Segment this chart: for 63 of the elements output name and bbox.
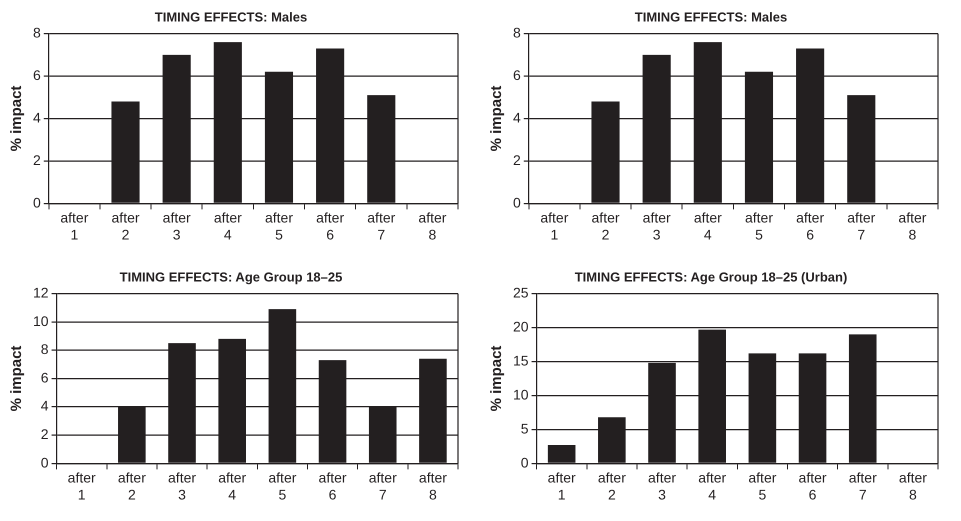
x-tick-label: after 2 bbox=[598, 470, 626, 502]
chart-title: TIMING EFFECTS: Age Group 18–25 (Urban) bbox=[574, 269, 848, 284]
x-tick-label: after 8 bbox=[418, 210, 447, 242]
y-tick-label: 6 bbox=[512, 66, 521, 83]
x-tick-label: after 5 bbox=[748, 470, 777, 502]
y-tick-label: 0 bbox=[40, 454, 49, 470]
x-tick-label: after 3 bbox=[648, 470, 676, 502]
y-tick-label: 6 bbox=[32, 66, 41, 83]
x-tick-label: after 7 bbox=[368, 470, 398, 502]
y-axis-title: % impact bbox=[488, 86, 506, 152]
chart-title: TIMING EFFECTS: Males bbox=[154, 9, 308, 24]
y-tick-label: 20 bbox=[512, 318, 529, 334]
y-tick-label: 2 bbox=[32, 152, 41, 168]
y-tick-label: 4 bbox=[40, 398, 49, 414]
chart-title: TIMING EFFECTS: Males bbox=[634, 9, 788, 24]
x-tick-label: after 1 bbox=[60, 210, 89, 242]
x-tick-label: after 5 bbox=[744, 210, 774, 242]
x-tick-label: after 3 bbox=[168, 470, 196, 502]
y-tick-label: 0 bbox=[512, 194, 521, 210]
x-tick-label: after 3 bbox=[642, 210, 672, 242]
x-tick-label: after 1 bbox=[540, 210, 569, 242]
x-tick-label: after 4 bbox=[218, 470, 247, 502]
chart-title: TIMING EFFECTS: Age Group 18–25 bbox=[120, 269, 342, 284]
y-tick-label: 0 bbox=[32, 194, 41, 210]
y-axis-title: % impact bbox=[8, 346, 26, 412]
x-tick-label: after 3 bbox=[162, 210, 192, 242]
x-tick-label: after 7 bbox=[847, 210, 876, 242]
x-tick-label: after 5 bbox=[264, 210, 294, 242]
x-tick-label: after 2 bbox=[112, 210, 140, 242]
x-tick-label: after 7 bbox=[848, 470, 878, 502]
y-tick-label: 4 bbox=[512, 109, 521, 126]
y-tick-label: 0 bbox=[520, 454, 529, 470]
x-tick-label: after 8 bbox=[898, 470, 928, 502]
x-tick-label: after 2 bbox=[592, 210, 620, 242]
y-tick-label: 8 bbox=[40, 341, 49, 358]
y-tick-label: 8 bbox=[512, 24, 521, 40]
x-tick-label: after 4 bbox=[214, 210, 242, 242]
x-tick-label: after 6 bbox=[796, 210, 824, 242]
y-tick-label: 4 bbox=[32, 109, 41, 126]
y-tick-label: 8 bbox=[32, 24, 41, 40]
x-tick-label: after 8 bbox=[418, 470, 448, 502]
x-tick-label: after 4 bbox=[694, 210, 722, 242]
y-tick-label: 10 bbox=[32, 312, 49, 329]
y-tick-label: 12 bbox=[32, 284, 49, 300]
x-tick-label: after 2 bbox=[118, 470, 146, 502]
y-tick-label: 10 bbox=[512, 386, 529, 402]
x-tick-label: after 1 bbox=[68, 470, 96, 502]
x-tick-label: after 6 bbox=[798, 470, 827, 502]
y-tick-label: 2 bbox=[512, 152, 521, 168]
x-tick-label: after 6 bbox=[318, 470, 347, 502]
y-axis-title: % impact bbox=[488, 346, 506, 412]
y-axis-title: % impact bbox=[8, 86, 26, 152]
x-tick-label: after 6 bbox=[316, 210, 344, 242]
x-tick-label: after 8 bbox=[898, 210, 927, 242]
y-tick-label: 6 bbox=[40, 369, 49, 386]
x-tick-label: after 4 bbox=[698, 470, 727, 502]
x-tick-label: after 7 bbox=[367, 210, 396, 242]
y-tick-label: 5 bbox=[520, 420, 529, 436]
x-tick-label: after 5 bbox=[268, 470, 297, 502]
y-tick-label: 15 bbox=[512, 352, 529, 368]
y-tick-label: 25 bbox=[512, 284, 529, 300]
y-tick-label: 2 bbox=[40, 426, 49, 442]
x-tick-label: after 1 bbox=[548, 470, 576, 502]
